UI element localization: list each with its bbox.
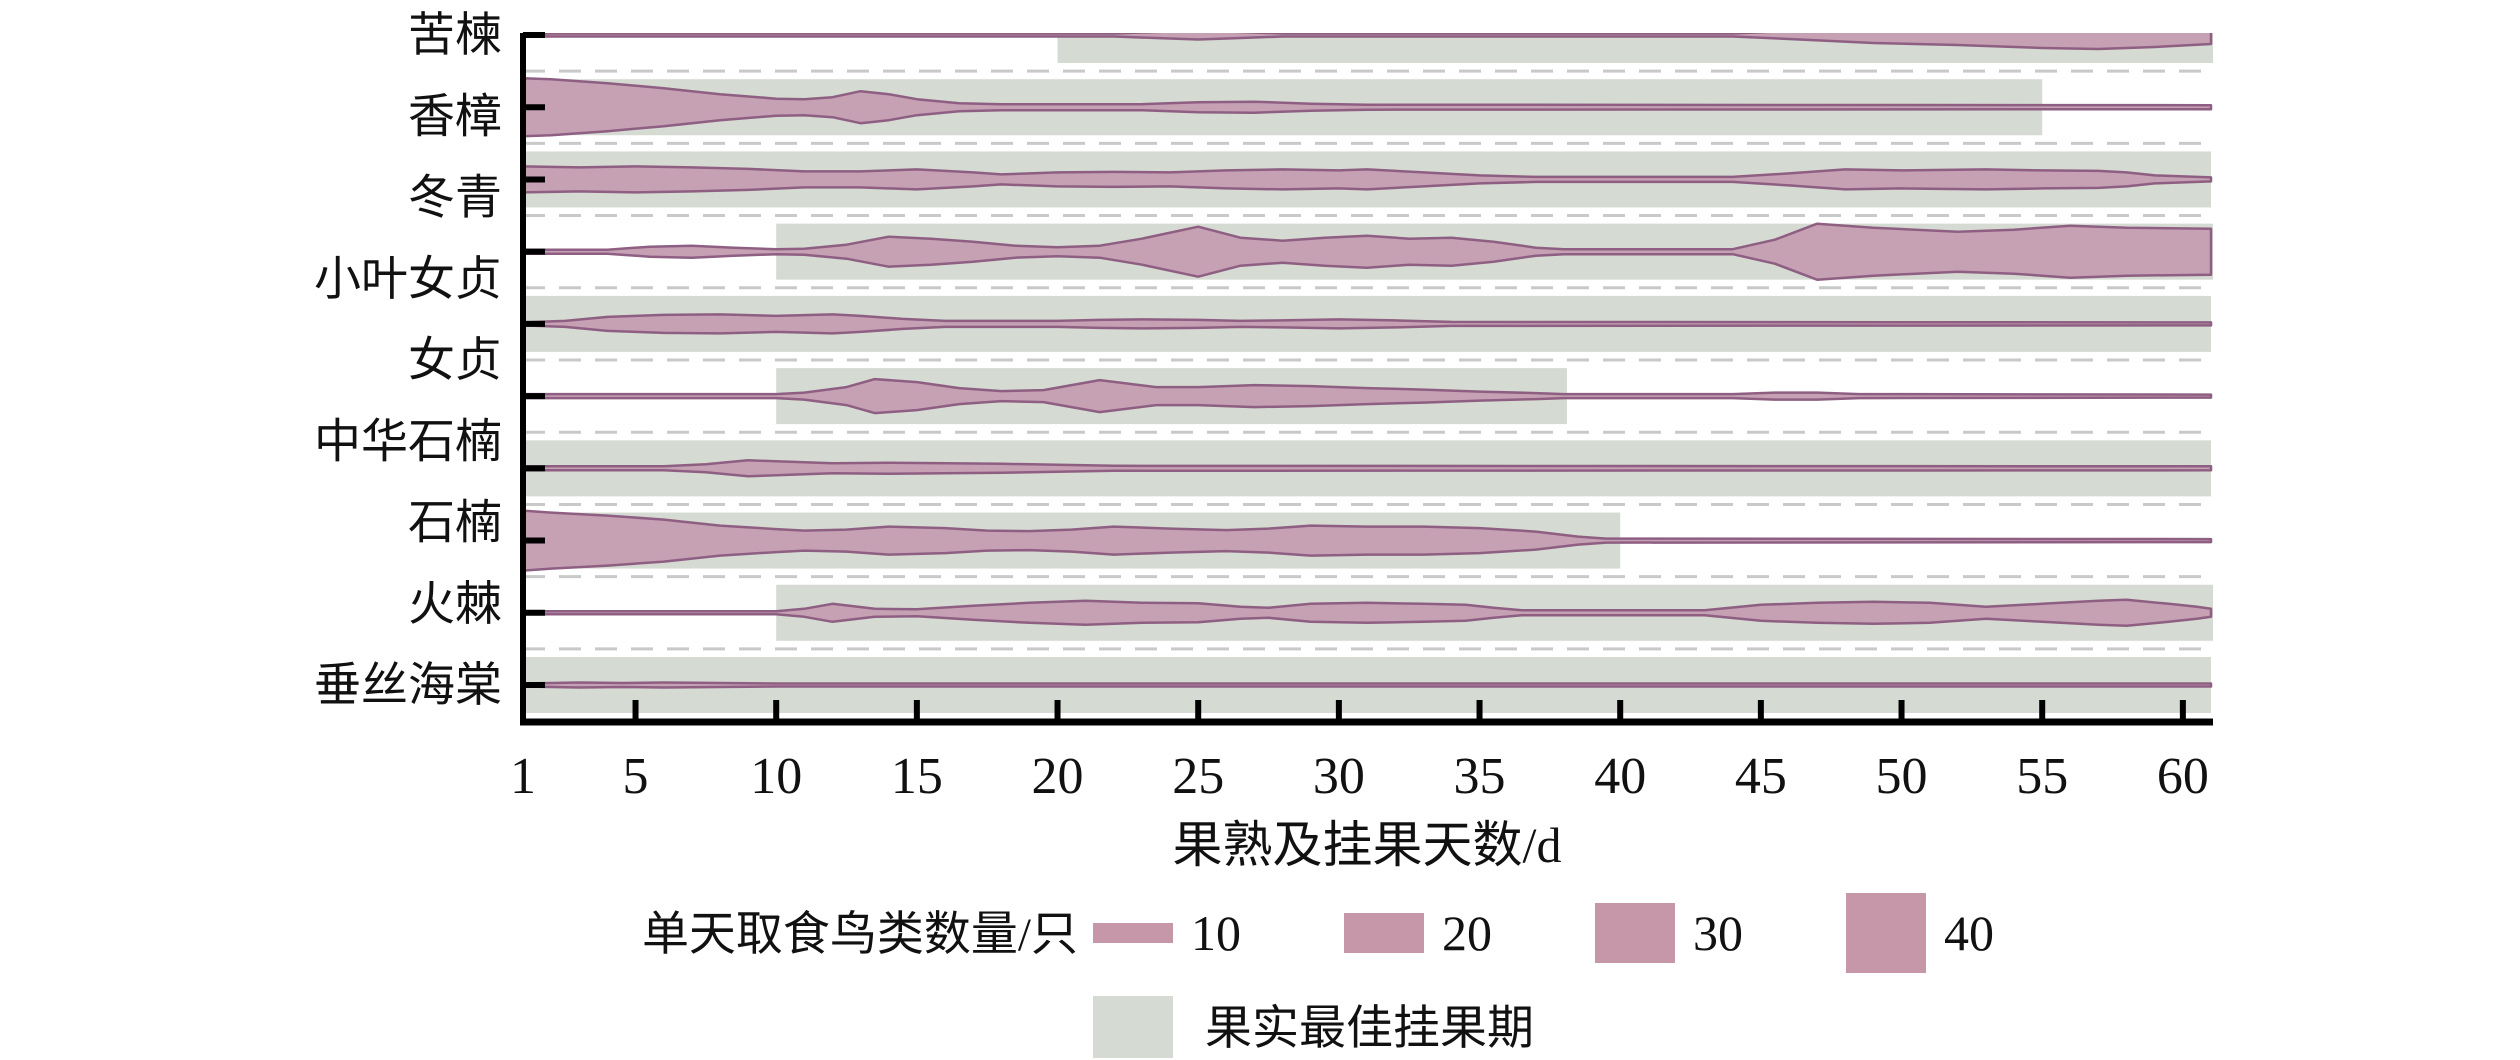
violin-小叶女贞 <box>523 222 2213 281</box>
violin-中华石楠 <box>523 459 2213 478</box>
x-tick-label: 40 <box>1594 748 1646 805</box>
size-legend-items: 10 20 30 40 <box>1093 893 1994 973</box>
y-axis-label: 苦楝 <box>408 10 502 62</box>
x-tick-label: 30 <box>1313 748 1365 805</box>
y-axis-label: 香樟 <box>408 91 502 143</box>
violin-女贞 <box>523 313 2213 335</box>
axes <box>520 32 2213 726</box>
x-tick-label: 10 <box>750 748 802 805</box>
y-axis-label: 中华石楠 <box>314 416 502 468</box>
band-legend-swatch <box>1093 996 1173 1058</box>
size-legend-value: 10 <box>1191 905 1241 961</box>
x-tick-label: 55 <box>2016 748 2068 805</box>
band-legend-label: 果实最佳挂果期 <box>1205 1003 1534 1055</box>
x-tick-label: 1 <box>510 748 536 805</box>
x-axis-title: 果熟及挂果天数/d <box>1173 817 1562 873</box>
y-axis-label: 火棘 <box>408 579 502 631</box>
violin-香樟 <box>523 76 2213 138</box>
violin-row-6 <box>523 377 2213 415</box>
size-legend-swatch <box>1846 893 1926 973</box>
size-legend-value: 30 <box>1693 905 1743 961</box>
row-separator-dashes <box>523 69 2211 651</box>
x-tick-label: 35 <box>1454 748 1506 805</box>
size-legend-swatch <box>1093 923 1173 943</box>
violin-冬青 <box>523 165 2213 194</box>
size-legend-swatch <box>1344 913 1424 953</box>
y-axis-label: 冬青 <box>408 173 502 225</box>
x-tick-label: 45 <box>1735 748 1787 805</box>
size-legend-value: 20 <box>1442 905 1492 961</box>
violin-火棘 <box>523 598 2213 628</box>
x-tick-label: 60 <box>2157 748 2209 805</box>
size-legend-value: 40 <box>1944 905 1994 961</box>
violin-石楠 <box>523 509 2213 572</box>
violin-垂丝海棠 <box>523 681 2213 689</box>
y-axis-label: 垂丝海棠 <box>314 660 502 712</box>
x-tick-label: 20 <box>1032 748 1084 805</box>
violin-苦楝 <box>523 33 2213 51</box>
x-tick-label: 50 <box>1876 748 1928 805</box>
size-legend-swatch <box>1595 903 1675 963</box>
violin-series <box>523 33 2213 689</box>
x-tick-label: 15 <box>891 748 943 805</box>
y-axis-label: 石楠 <box>408 498 502 550</box>
x-axis-tick-labels: 1 5 10 15 20 25 30 35 40 45 50 55 60 <box>510 748 2209 805</box>
x-tick-label: 25 <box>1172 748 1224 805</box>
y-axis-label: 小叶女贞 <box>314 254 502 306</box>
size-legend-title: 单天取食鸟类数量/只 <box>642 909 1078 961</box>
x-tick-label: 5 <box>623 748 649 805</box>
y-axis-label: 女贞 <box>408 335 502 387</box>
